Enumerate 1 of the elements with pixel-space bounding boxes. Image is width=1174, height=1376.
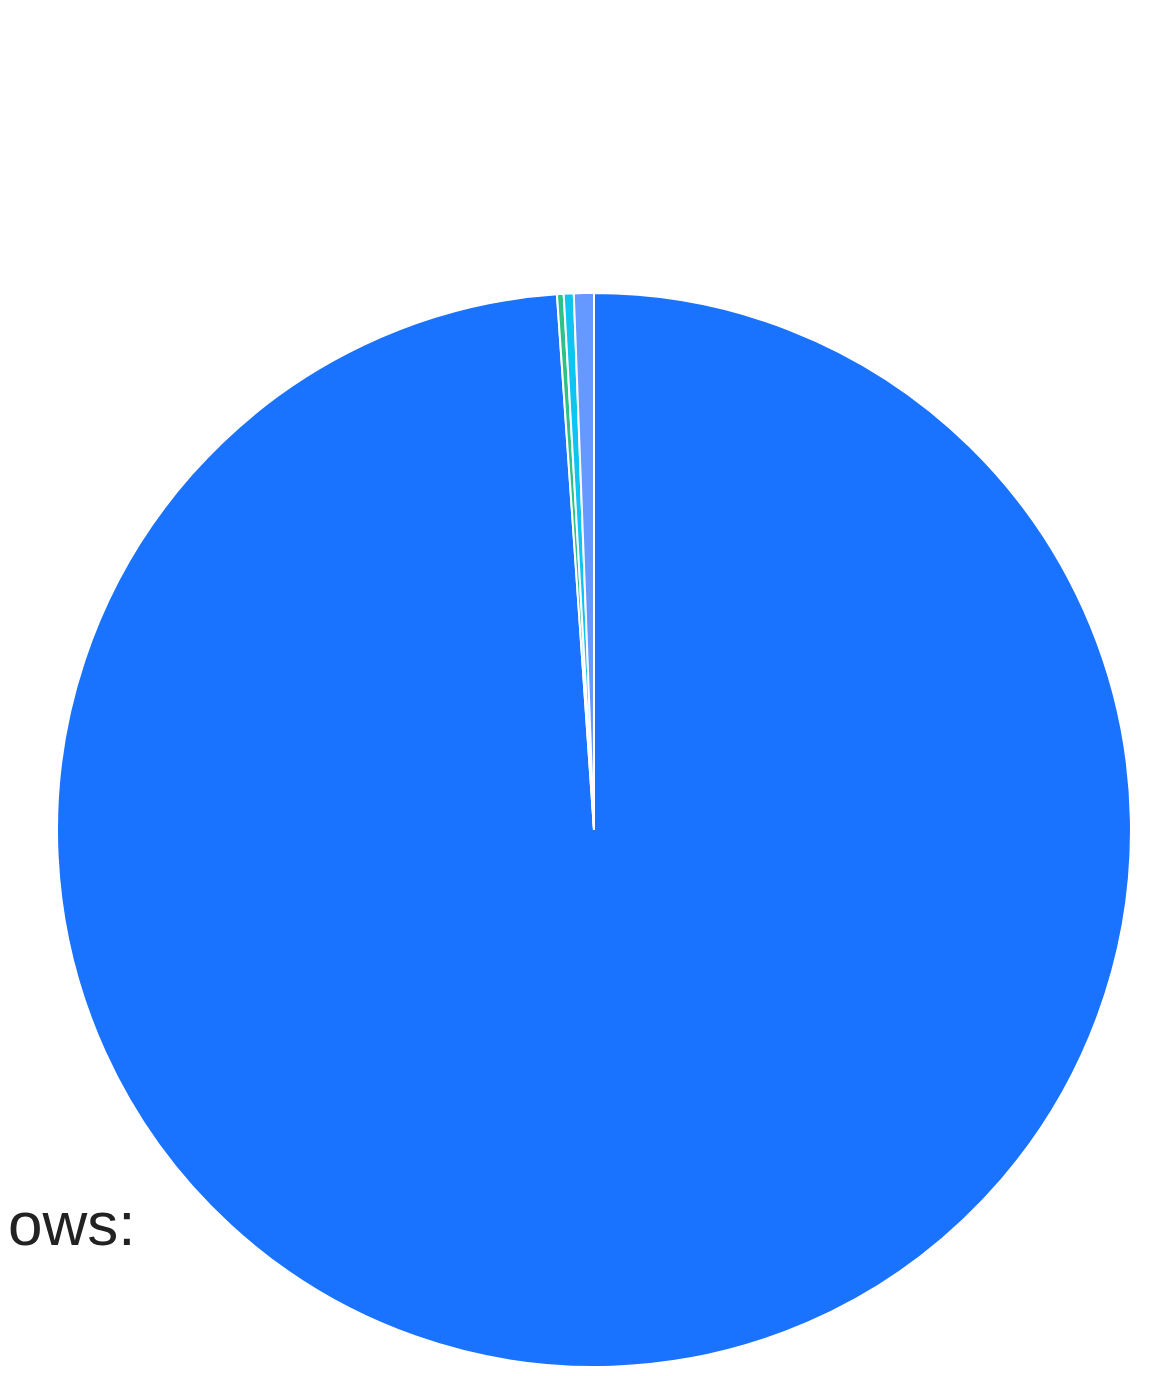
text: ows: bbox=[8, 1188, 136, 1259]
